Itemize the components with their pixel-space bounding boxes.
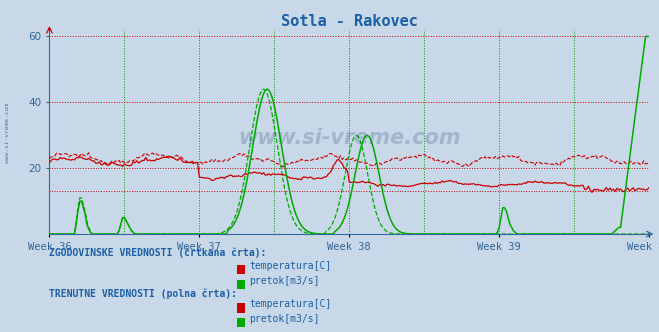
Text: temperatura[C]: temperatura[C] <box>249 299 331 309</box>
Text: ZGODOVINSKE VREDNOSTI (črtkana črta):: ZGODOVINSKE VREDNOSTI (črtkana črta): <box>49 247 267 258</box>
Text: temperatura[C]: temperatura[C] <box>249 261 331 271</box>
Text: pretok[m3/s]: pretok[m3/s] <box>249 314 320 324</box>
Text: www.si-vreme.com: www.si-vreme.com <box>5 103 11 163</box>
Text: TRENUTNE VREDNOSTI (polna črta):: TRENUTNE VREDNOSTI (polna črta): <box>49 289 237 299</box>
Text: www.si-vreme.com: www.si-vreme.com <box>238 128 461 148</box>
Title: Sotla - Rakovec: Sotla - Rakovec <box>281 14 418 29</box>
Text: pretok[m3/s]: pretok[m3/s] <box>249 276 320 286</box>
